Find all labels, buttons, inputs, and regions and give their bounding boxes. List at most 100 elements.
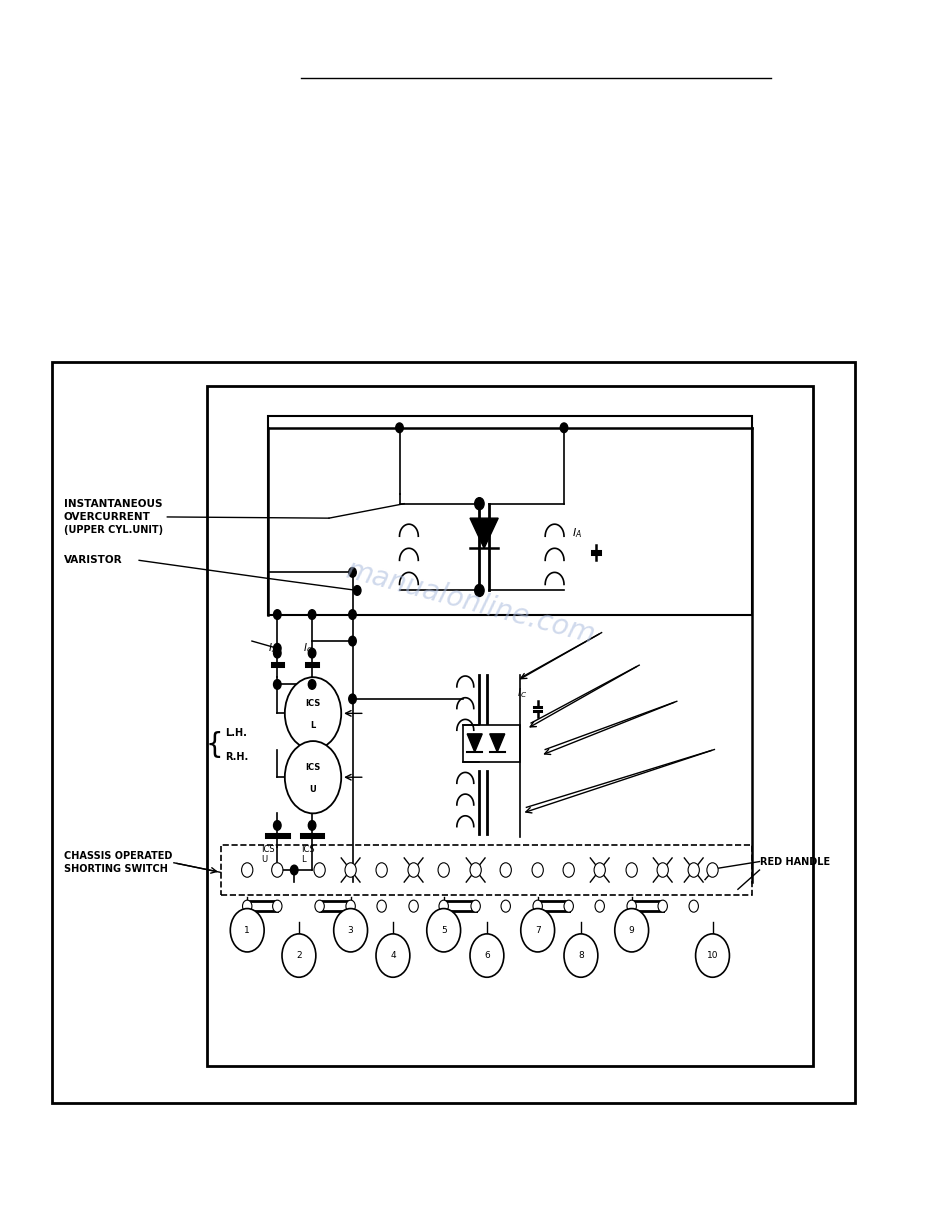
Text: {: { <box>206 730 223 759</box>
Polygon shape <box>490 734 505 752</box>
Circle shape <box>274 648 281 658</box>
Circle shape <box>532 863 543 877</box>
Circle shape <box>657 863 668 877</box>
Circle shape <box>353 586 361 595</box>
Circle shape <box>521 909 555 952</box>
Circle shape <box>282 934 316 977</box>
Text: 1: 1 <box>244 925 250 935</box>
Circle shape <box>696 934 729 977</box>
Circle shape <box>308 680 316 689</box>
Bar <box>52 362 855 1103</box>
Bar <box>268 416 752 615</box>
Circle shape <box>475 498 484 510</box>
Circle shape <box>376 934 410 977</box>
Text: 2: 2 <box>296 951 302 960</box>
Text: ICS: ICS <box>301 845 314 854</box>
Circle shape <box>315 900 324 912</box>
Text: 8: 8 <box>578 951 584 960</box>
Text: 7: 7 <box>535 925 540 935</box>
Circle shape <box>273 900 282 912</box>
Circle shape <box>564 934 598 977</box>
Circle shape <box>595 900 604 912</box>
Text: R.H.: R.H. <box>226 752 249 762</box>
Text: OVERCURRENT: OVERCURRENT <box>64 512 150 522</box>
Circle shape <box>349 568 356 577</box>
Circle shape <box>242 863 253 877</box>
Text: 5: 5 <box>441 925 446 935</box>
Circle shape <box>290 865 298 875</box>
Circle shape <box>308 821 316 830</box>
Text: ICS: ICS <box>306 699 321 709</box>
Text: manualonline.com: manualonline.com <box>342 556 598 649</box>
Circle shape <box>594 863 605 877</box>
Polygon shape <box>467 734 482 752</box>
Text: $I_A$: $I_A$ <box>268 641 277 656</box>
Circle shape <box>408 863 419 877</box>
Text: L.H.: L.H. <box>226 728 247 737</box>
Circle shape <box>376 863 387 877</box>
Text: INSTANTANEOUS: INSTANTANEOUS <box>64 499 163 509</box>
Circle shape <box>563 863 574 877</box>
Text: L: L <box>310 721 316 730</box>
Text: $I_A$: $I_A$ <box>572 525 582 540</box>
Text: 6: 6 <box>484 951 490 960</box>
Circle shape <box>471 900 480 912</box>
Text: 9: 9 <box>629 925 634 935</box>
Text: RED HANDLE: RED HANDLE <box>760 857 830 866</box>
Circle shape <box>533 900 542 912</box>
Circle shape <box>274 610 281 619</box>
Circle shape <box>501 900 510 912</box>
Text: 10: 10 <box>707 951 718 960</box>
Circle shape <box>230 909 264 952</box>
Text: L: L <box>301 854 306 864</box>
Circle shape <box>349 636 356 646</box>
Circle shape <box>308 648 316 658</box>
Circle shape <box>274 680 281 689</box>
Circle shape <box>285 741 341 813</box>
Circle shape <box>314 863 325 877</box>
Circle shape <box>274 643 281 653</box>
Text: U: U <box>261 854 268 864</box>
Bar <box>221 845 752 895</box>
Circle shape <box>707 863 718 877</box>
Bar <box>207 386 813 1066</box>
Text: ICS: ICS <box>306 763 321 772</box>
Text: VARISTOR: VARISTOR <box>64 556 122 565</box>
Circle shape <box>274 821 281 830</box>
Text: 3: 3 <box>348 925 353 935</box>
Text: $I_C$: $I_C$ <box>517 686 527 700</box>
Circle shape <box>396 423 403 433</box>
Circle shape <box>475 584 484 596</box>
Circle shape <box>334 909 368 952</box>
Circle shape <box>439 900 448 912</box>
Text: U: U <box>309 784 317 794</box>
Circle shape <box>409 900 418 912</box>
Bar <box>463 725 520 762</box>
Circle shape <box>658 900 667 912</box>
Text: 4: 4 <box>390 951 396 960</box>
Circle shape <box>626 863 637 877</box>
Circle shape <box>285 677 341 750</box>
Circle shape <box>345 863 356 877</box>
Circle shape <box>560 423 568 433</box>
Text: ICS: ICS <box>261 845 274 854</box>
Circle shape <box>688 863 699 877</box>
Circle shape <box>349 610 356 619</box>
Circle shape <box>470 863 481 877</box>
Circle shape <box>272 863 283 877</box>
Circle shape <box>308 610 316 619</box>
Circle shape <box>627 900 636 912</box>
Text: CHASSIS OPERATED: CHASSIS OPERATED <box>64 851 172 860</box>
Circle shape <box>564 900 573 912</box>
Polygon shape <box>470 518 498 548</box>
Circle shape <box>243 900 252 912</box>
Circle shape <box>346 900 355 912</box>
Circle shape <box>438 863 449 877</box>
Circle shape <box>470 934 504 977</box>
Text: (UPPER CYL.UNIT): (UPPER CYL.UNIT) <box>64 525 163 535</box>
Text: $I_C$: $I_C$ <box>303 641 313 656</box>
Circle shape <box>377 900 386 912</box>
Circle shape <box>615 909 649 952</box>
Circle shape <box>689 900 698 912</box>
Circle shape <box>349 694 356 704</box>
